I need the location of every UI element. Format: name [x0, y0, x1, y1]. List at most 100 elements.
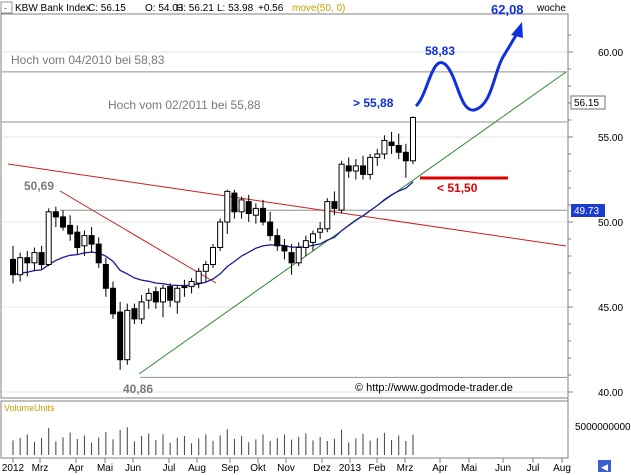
volume-bars — [12, 427, 414, 455]
x-tick-label: Sep — [221, 463, 239, 474]
watermark-text: © http://www.godmode-trader.de — [355, 382, 513, 394]
candle-body — [117, 311, 124, 361]
x-tick-label: Feb — [368, 463, 386, 474]
x-tick-label: Jul — [527, 463, 540, 474]
candle-body — [31, 252, 38, 264]
candle-body — [381, 139, 388, 155]
candle-body — [138, 301, 145, 320]
candle-body — [202, 264, 209, 272]
candle-body — [145, 292, 152, 301]
last-price-text: 56.15 — [574, 98, 599, 109]
candle-body — [295, 247, 302, 264]
candle-body — [302, 240, 309, 248]
x-tick-label: Aug — [553, 463, 571, 474]
candle-body — [95, 243, 102, 264]
label-level-5069: 50,69 — [24, 179, 54, 193]
short-downtrend-line — [59, 190, 217, 284]
moving-average-line — [12, 181, 414, 287]
x-tick-label: Dez — [313, 463, 331, 474]
candle-body — [288, 252, 295, 264]
x-tick-label: Okt — [250, 463, 266, 474]
change-value: +0.56 — [258, 3, 284, 14]
chart-header: - KBW Bank Index C: 56.15 O: 54.03 H: 56… — [0, 1, 566, 14]
candle-body — [274, 235, 281, 247]
candle-body — [17, 257, 24, 276]
expand-toggle-icon[interactable] — [0, 1, 13, 14]
candlestick-series — [10, 116, 416, 370]
candle-body — [102, 264, 109, 289]
y-tick-label: 45.00 — [598, 303, 623, 314]
period-label: woche — [536, 3, 566, 14]
candle-body — [245, 201, 252, 215]
volume-title: VolumeUnits — [4, 403, 55, 413]
scroll-button[interactable] — [598, 460, 611, 472]
candle-body — [188, 281, 195, 288]
long-downtrend-line — [7, 163, 567, 247]
candle-body — [131, 308, 138, 320]
candle-body — [174, 287, 181, 303]
scroll-arrow-icon: ◀ — [601, 463, 608, 473]
x-tick-label: Mrz — [397, 463, 414, 474]
candle-body — [210, 247, 216, 265]
candle-body — [167, 286, 174, 301]
projection-arrowhead — [511, 22, 523, 38]
candle-body — [10, 258, 16, 276]
x-tick-label: Jul — [163, 463, 176, 474]
time-axis: 2012 Mrz Apr Mai Jun Jul Aug Sep Okt Nov Dez 2013 Fe… — [2, 458, 571, 474]
x-tick-label: Apr — [432, 463, 448, 474]
candle-body — [231, 192, 238, 213]
candle-body — [181, 286, 188, 289]
candle-body — [60, 216, 66, 228]
high-value: H: 56.21 — [176, 3, 214, 14]
candle-body — [110, 287, 116, 315]
open-value: O: 54.03 — [145, 3, 184, 14]
candle-body — [260, 207, 266, 223]
candle-body — [45, 211, 52, 266]
instrument-title: KBW Bank Index — [15, 3, 91, 14]
candle-body — [88, 235, 95, 245]
x-tick-label: Jun — [495, 463, 511, 474]
x-tick-label: Mai — [461, 463, 477, 474]
label-target-6208: 62,08 — [491, 2, 524, 17]
ma-value-badge — [571, 204, 605, 217]
candle-body — [160, 287, 166, 303]
candle-body — [124, 309, 131, 361]
candle-body — [217, 221, 224, 248]
candle-body — [310, 233, 316, 243]
candle-body — [152, 291, 159, 303]
price-gridlines — [2, 51, 567, 393]
candle-body — [395, 145, 402, 153]
moving-average-label: move(50, 0) — [292, 3, 345, 14]
moving-average-layer — [12, 181, 414, 287]
close-value: C: 56.15 — [88, 3, 126, 14]
candle-body — [360, 165, 366, 175]
candle-body — [24, 257, 31, 264]
candle-body — [352, 165, 359, 172]
x-tick-label: Aug — [188, 463, 206, 474]
last-price-badge — [570, 95, 606, 110]
y-tick-label: 50.00 — [598, 218, 623, 229]
y-tick-label: 40.00 — [598, 388, 623, 399]
label-high-2011: Hoch vom 02/2011 bei 55,88 — [108, 98, 261, 112]
candle-body — [331, 201, 338, 209]
x-tick-label: 2013 — [339, 463, 362, 474]
toggle-glyph: - — [4, 3, 7, 13]
candle-body — [345, 165, 352, 172]
x-tick-label: Mrz — [32, 463, 49, 474]
ma-value-text: 49.73 — [574, 206, 599, 217]
candle-body — [281, 245, 288, 252]
candle-body — [52, 211, 59, 218]
label-support-5150: < 51,50 — [437, 181, 478, 195]
candle-body — [67, 224, 74, 235]
candle-body — [338, 163, 345, 211]
candle-body — [224, 190, 231, 223]
x-tick-label: Apr — [68, 463, 84, 474]
candle-body — [267, 221, 274, 237]
x-tick-label: Jun — [125, 463, 141, 474]
label-target-5588: > 55,88 — [353, 96, 394, 110]
label-target-5883: 58,83 — [425, 44, 455, 58]
x-tick-label: 2012 — [2, 463, 25, 474]
candle-body — [388, 141, 395, 147]
